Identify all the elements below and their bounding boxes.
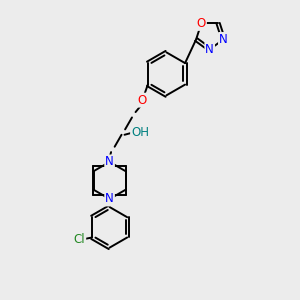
Text: N: N: [205, 43, 214, 56]
Text: N: N: [105, 193, 114, 206]
Text: N: N: [219, 33, 228, 46]
Text: O: O: [197, 17, 206, 30]
Text: N: N: [105, 155, 114, 168]
Text: Cl: Cl: [74, 233, 85, 246]
Text: O: O: [138, 94, 147, 106]
Text: OH: OH: [131, 126, 149, 139]
